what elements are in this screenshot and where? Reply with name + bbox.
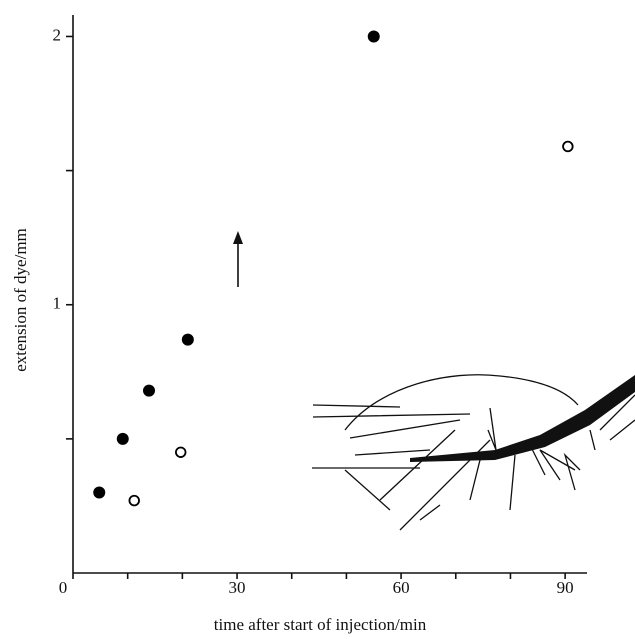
data-point bbox=[128, 494, 140, 507]
x-tick-label: 90 bbox=[557, 578, 574, 597]
y-tick-label: 2 bbox=[53, 25, 62, 44]
data-point bbox=[116, 432, 129, 445]
vessel-sketch bbox=[312, 374, 635, 531]
x-tick-label: 30 bbox=[229, 578, 246, 597]
x-axis-label: time after start of injection/min bbox=[214, 615, 427, 634]
data-point bbox=[93, 486, 106, 499]
data-point bbox=[175, 446, 187, 458]
y-tick-label: 1 bbox=[53, 294, 62, 313]
data-point bbox=[143, 384, 156, 397]
x-tick-label: 60 bbox=[393, 578, 410, 597]
data-point bbox=[562, 140, 574, 153]
arrow bbox=[233, 231, 243, 287]
y-axis-label: extension of dye/mm bbox=[11, 228, 30, 372]
data-point bbox=[181, 333, 194, 346]
x-tick-label: 0 bbox=[59, 578, 68, 597]
data-point bbox=[367, 30, 380, 43]
